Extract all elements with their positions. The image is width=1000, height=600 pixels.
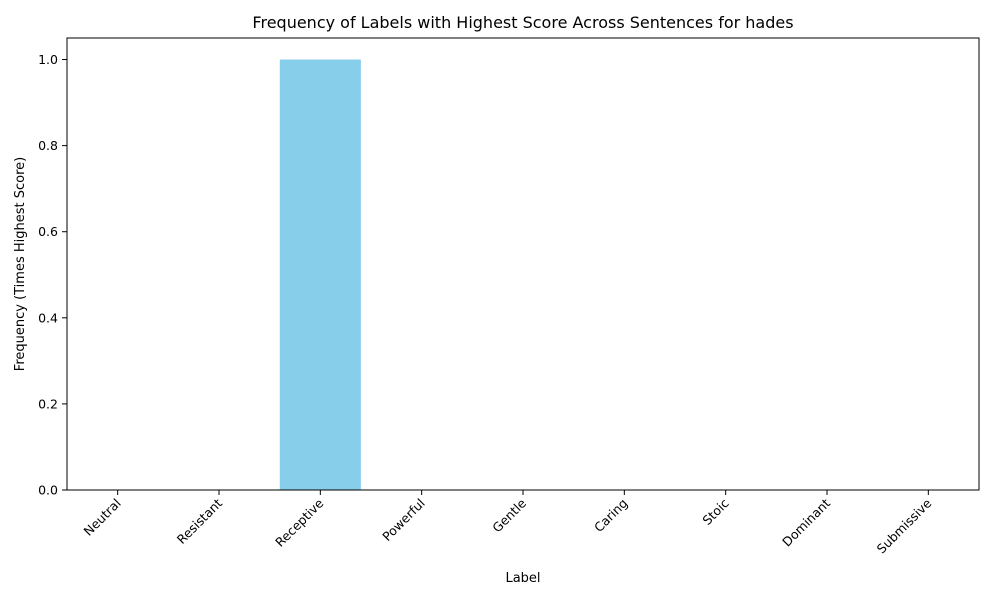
- bars-group: [279, 59, 361, 491]
- x-tick-label: Resistant: [174, 495, 225, 546]
- x-tick-label: Receptive: [272, 495, 327, 550]
- y-tick-label: 1.0: [38, 52, 58, 67]
- x-tick-label: Submissive: [874, 495, 935, 556]
- y-axis: 0.0 0.2 0.4 0.6 0.8 1.0: [38, 52, 67, 498]
- y-axis-label: Frequency (Times Highest Score): [13, 157, 28, 371]
- x-tick-label: Stoic: [699, 495, 731, 527]
- x-tick-label: Dominant: [779, 495, 833, 549]
- x-tick-label: Gentle: [489, 495, 529, 535]
- y-tick-label: 0.6: [38, 224, 58, 239]
- plot-frame: [66, 37, 980, 491]
- y-tick-label: 0.2: [38, 396, 58, 411]
- bar-receptive: [279, 59, 361, 491]
- x-tick-label: Caring: [591, 496, 630, 535]
- x-axis: Neutral Resistant Receptive Powerful Gentle C…: [81, 490, 935, 556]
- x-tick-label: Powerful: [379, 496, 428, 545]
- x-tick-label: Neutral: [81, 496, 124, 539]
- x-axis-label: Label: [505, 571, 540, 586]
- chart-title: Frequency of Labels with Highest Score A…: [252, 13, 793, 32]
- y-tick-label: 0.4: [38, 310, 58, 325]
- y-tick-label: 0.8: [38, 138, 58, 153]
- y-tick-label: 0.0: [38, 483, 58, 498]
